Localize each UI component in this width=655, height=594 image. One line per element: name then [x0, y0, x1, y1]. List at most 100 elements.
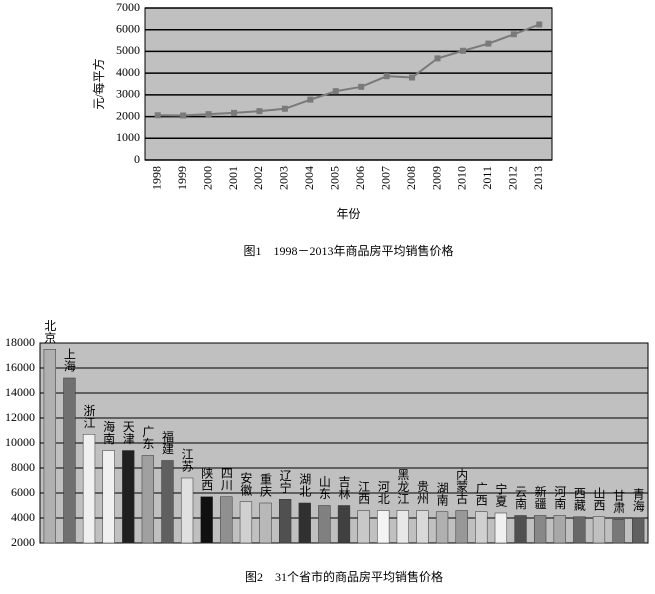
line [157, 23, 540, 117]
bar-label: 上海 [62, 348, 76, 372]
x-tick-label: 1999 [175, 166, 189, 190]
bar-label: 黑龙江 [396, 468, 410, 504]
y-tick-label: 4000 [116, 65, 140, 79]
bar-label: 四川 [219, 467, 233, 491]
y-tick-label: 14000 [5, 385, 35, 399]
bar [298, 502, 311, 544]
bar [357, 510, 370, 544]
x-tick-label: 1998 [149, 166, 163, 190]
marker [231, 109, 238, 116]
bar-label: 湖南 [435, 480, 449, 505]
x-tick-label: 2002 [251, 166, 265, 190]
y-tick-label: 3000 [116, 87, 140, 101]
x-tick-label: 2006 [353, 166, 367, 190]
marker [256, 108, 263, 115]
bar-label: 贵州 [415, 480, 429, 504]
bar-label: 内蒙古 [455, 468, 469, 504]
caption: 图2 31个省市的商品房平均销售价格 [245, 569, 443, 584]
marker [307, 96, 314, 103]
bar [475, 511, 488, 544]
bar-label: 广东 [141, 425, 155, 449]
bar [220, 496, 233, 544]
bar [573, 516, 586, 544]
x-tick-label: 2001 [226, 166, 240, 190]
plot-area [144, 7, 553, 161]
bar [632, 517, 645, 544]
bar-label: 广西 [474, 481, 488, 505]
marker [154, 112, 161, 119]
bar [553, 515, 566, 544]
marker [332, 88, 339, 95]
y-tick-label: 6000 [11, 485, 35, 499]
bar [514, 515, 527, 544]
bar-label: 辽宁 [278, 469, 292, 493]
bar [396, 510, 409, 544]
bar-label: 山西 [592, 486, 606, 510]
marker [281, 105, 288, 112]
bar-label: 西藏 [572, 487, 586, 512]
bar [259, 502, 272, 544]
x-tick-label: 2007 [378, 166, 392, 190]
x-tick-label: 2010 [455, 166, 469, 190]
bar-label: 陕西 [200, 465, 214, 490]
y-tick-label: 18000 [5, 335, 35, 349]
bar-label: 吉林 [337, 475, 351, 499]
y-tick-label: 12000 [5, 410, 35, 424]
bar-label: 河南 [553, 485, 567, 509]
bar-label: 青海 [631, 488, 645, 512]
bar-label: 安徽 [239, 470, 253, 495]
bar-label: 山东 [317, 475, 331, 499]
marker [409, 74, 416, 81]
x-tick-label: 2012 [506, 166, 520, 190]
x-axis-label: 年份 [336, 207, 360, 221]
bar-label: 天津 [121, 421, 135, 445]
bar [592, 516, 606, 544]
y-tick-label: 2000 [11, 535, 35, 549]
y-tick-label: 2000 [116, 108, 140, 122]
bar [161, 460, 174, 544]
x-tick-label: 2004 [302, 166, 316, 190]
bar-label: 北京 [43, 319, 57, 344]
bar [435, 511, 449, 544]
bar-label: 湖北 [298, 472, 312, 498]
bar [102, 450, 115, 544]
bar [279, 499, 292, 544]
bar-label: 河北 [376, 480, 390, 505]
marker [205, 111, 212, 118]
marker [485, 40, 492, 47]
y-tick-label: 16000 [5, 360, 35, 374]
bar [416, 510, 429, 544]
bar-label: 新疆 [533, 484, 547, 509]
bar [82, 434, 96, 544]
bar [122, 450, 135, 544]
bar-label: 宁夏 [494, 482, 508, 507]
bar [63, 377, 76, 544]
y-tick-label: 10000 [5, 435, 35, 449]
bar-label: 福建 [160, 429, 174, 455]
marker [536, 21, 543, 28]
marker [383, 73, 390, 80]
bar [612, 519, 625, 544]
x-tick-label: 2013 [531, 166, 545, 190]
bar-label: 江苏 [180, 448, 194, 472]
caption: 图1 1998－2013年商品房平均销售价格 [243, 243, 453, 258]
x-tick-label: 2009 [429, 166, 443, 190]
marker [358, 83, 365, 90]
bar-label: 甘肃 [612, 489, 626, 514]
bar [494, 512, 508, 544]
bar-label: 重庆 [259, 473, 273, 497]
bar [533, 515, 547, 544]
y-tick-label: 5000 [116, 43, 140, 57]
y-tick-label: 6000 [116, 21, 140, 35]
y-tick-label: 4000 [11, 510, 35, 524]
bar [180, 477, 194, 544]
bar [337, 505, 351, 544]
marker [180, 112, 187, 119]
bar-label: 云南 [514, 486, 528, 510]
y-tick-label: 0 [134, 152, 140, 166]
bar [318, 505, 331, 544]
x-tick-label: 2008 [404, 166, 418, 190]
bar [455, 510, 468, 544]
x-tick-label: 2000 [200, 166, 214, 190]
